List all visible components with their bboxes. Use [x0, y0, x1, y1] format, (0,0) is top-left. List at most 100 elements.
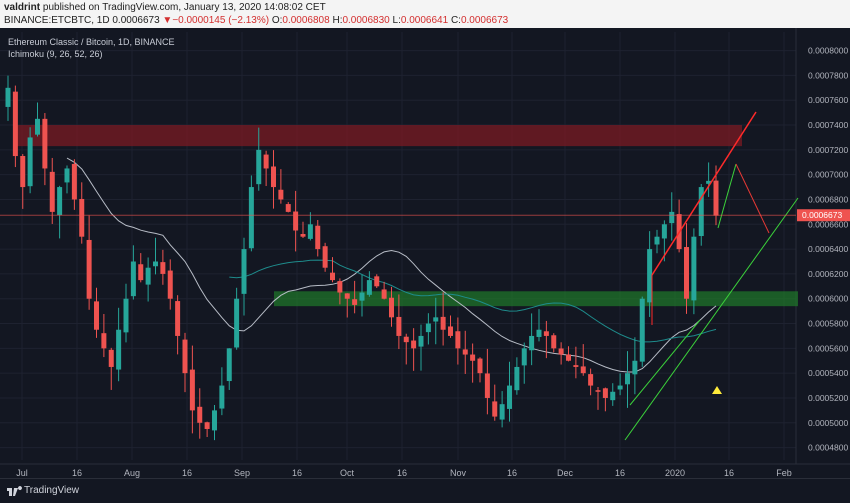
y-tick-label: 0.0006000 [808, 294, 848, 304]
candle-body [285, 204, 291, 212]
projection-up [717, 163, 737, 229]
y-tick-label: 0.0007600 [808, 95, 848, 105]
candle-body [661, 224, 667, 239]
candle-body [521, 348, 527, 366]
candle-body [654, 236, 660, 245]
candle-body [344, 293, 350, 299]
candle-body [499, 404, 505, 420]
candle-body [234, 298, 240, 348]
x-tick-label: Jul [16, 468, 28, 478]
candle-body [477, 358, 483, 374]
candle-body [256, 149, 262, 185]
resistance-zone [14, 125, 742, 147]
candle-body [713, 180, 719, 216]
candle-body [300, 234, 306, 237]
y-tick-label: 0.0007000 [808, 170, 848, 180]
candle-body [293, 211, 299, 231]
candle-body [484, 373, 490, 398]
candle-body [580, 366, 586, 374]
candle-body [698, 187, 704, 237]
candle-body [403, 336, 409, 343]
candle-body [167, 270, 173, 299]
support-trendline [624, 197, 799, 441]
author-name[interactable]: valdrint [4, 2, 41, 13]
candle-body [71, 163, 77, 200]
candle-body [86, 239, 92, 299]
y-tick-label: 0.0007800 [808, 70, 848, 80]
candle-body [470, 354, 476, 361]
tradingview-brand[interactable]: TradingView [24, 485, 80, 496]
y-tick-label: 0.0006800 [808, 194, 848, 204]
moving-average-light [66, 157, 717, 373]
last-price-badge [797, 209, 850, 222]
support-zone [274, 291, 798, 307]
candle-body [389, 297, 394, 318]
high-value: 0.0006830 [342, 15, 390, 26]
projection-down [735, 163, 770, 234]
candle-body [632, 360, 638, 375]
candle-body [543, 331, 549, 336]
candle-body [204, 422, 210, 429]
x-tick-label: Oct [340, 468, 355, 478]
candle-body [278, 189, 284, 200]
candle-body [418, 335, 424, 347]
candlestick-chart[interactable]: Jul 16 Aug 16 Sep 16 Oct 16 Nov 16 Dec 16 2020 16 Feb 0… [0, 28, 850, 502]
candle-body [27, 137, 33, 187]
open-value: 0.0006808 [282, 15, 330, 26]
candle-body [558, 348, 564, 355]
candle-body [49, 171, 55, 212]
candle-body [455, 331, 461, 349]
y-tick-label: 0.0005800 [808, 319, 848, 329]
candle-body [440, 316, 446, 330]
candle-body [138, 264, 144, 281]
indicator-title[interactable]: Ichimoku (9, 26, 52, 26) [8, 49, 103, 59]
candle-body [315, 225, 321, 250]
candle-body [374, 276, 380, 287]
chart-legend: Ethereum Classic / Bitcoin, 1D, BINANCE … [8, 36, 175, 60]
candle-body [602, 388, 608, 398]
candle-body [5, 87, 11, 107]
candle-body [12, 91, 18, 157]
candle-body [507, 385, 512, 409]
chart-area[interactable]: Jul 16 Aug 16 Sep 16 Oct 16 Nov 16 Dec 16 2020 16 Feb 0… [0, 28, 850, 502]
candle-body [492, 401, 498, 417]
footer-bar: TradingView [0, 478, 850, 503]
x-tick-label: Nov [450, 468, 467, 478]
y-tick-label: 0.0005600 [808, 343, 848, 353]
x-tick-label: 16 [182, 468, 192, 478]
candle-body [153, 261, 158, 267]
candle-body [706, 180, 712, 184]
x-tick-label: 16 [72, 468, 82, 478]
y-tick-label: 0.0006600 [808, 219, 848, 229]
candle-body [396, 316, 402, 336]
candle-body [691, 236, 697, 301]
high-label: H: [332, 15, 343, 26]
y-tick-label: 0.0007400 [808, 120, 848, 130]
candle-body [595, 390, 601, 392]
close-label: C: [450, 15, 461, 26]
candle-body [411, 340, 417, 349]
candle-body [182, 339, 188, 374]
chart-background [0, 28, 850, 502]
candle-body [684, 247, 689, 299]
candle-body [226, 348, 232, 382]
candle-body [94, 301, 99, 330]
low-label: L: [392, 15, 401, 26]
x-tick-label: 16 [397, 468, 407, 478]
x-tick-label: 16 [615, 468, 625, 478]
series-title: Ethereum Classic / Bitcoin, 1D, BINANCE [8, 37, 175, 47]
candle-body [307, 224, 313, 239]
candle-body [425, 323, 431, 333]
candle-body [337, 281, 343, 293]
y-tick-label: 0.0007200 [808, 145, 848, 155]
close-value: 0.0006673 [460, 15, 509, 26]
low-value: 0.0006641 [400, 15, 449, 26]
ohlc-info: BINANCE:ETCBTC, 1D 0.0006673 ▼−0.0000145… [4, 14, 508, 27]
candle-body [35, 118, 40, 135]
candle-body [79, 198, 85, 237]
candle-body [101, 333, 107, 349]
support-trendline-lower [629, 319, 701, 406]
candle-body [588, 374, 594, 386]
y-tick-label: 0.0004800 [808, 443, 848, 453]
candle-body [529, 335, 535, 351]
